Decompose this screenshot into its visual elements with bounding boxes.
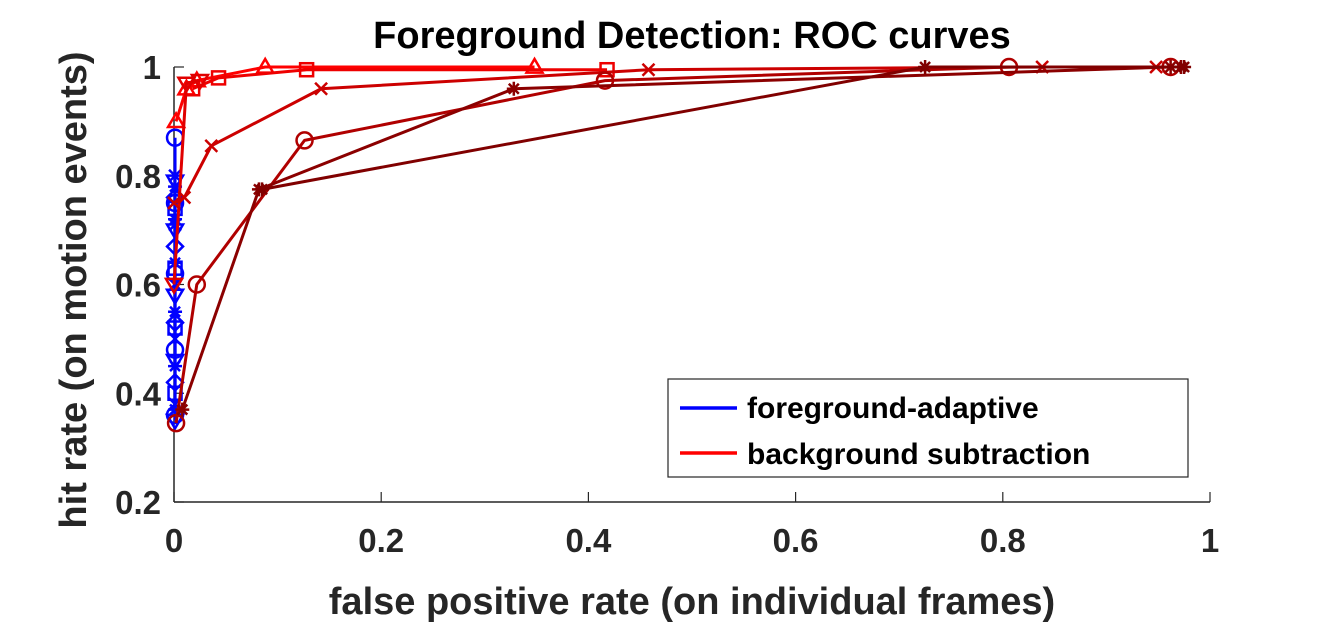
y-tick-label: 0.6 (115, 267, 161, 304)
y-tick-label: 0.4 (115, 375, 162, 412)
data-point (165, 312, 185, 333)
data-point (165, 372, 185, 393)
axis-ticks: 0 0.2 0.4 0.6 0.8 10.20.40.60.81 (115, 49, 1219, 559)
data-point (204, 138, 219, 153)
x-tick-label: 0.4 (565, 522, 612, 559)
legend-label-background-subtraction: background subtraction (747, 438, 1090, 471)
series-line (192, 68, 608, 91)
x-tick-label: 0 (165, 522, 183, 559)
y-tick-label: 1 (143, 49, 161, 86)
data-point (506, 81, 521, 96)
data-point (641, 62, 656, 77)
series-background-subtraction-asterisk (255, 60, 1192, 197)
data-point (524, 56, 545, 74)
y-axis-label: hit rate (on motion events) (53, 51, 95, 528)
data-point (599, 61, 615, 78)
y-tick-label: 0.8 (115, 158, 161, 195)
data-point (177, 190, 192, 205)
data-point (1177, 60, 1192, 74)
data-point (163, 277, 185, 295)
data-point (314, 81, 328, 96)
data-point (167, 196, 181, 210)
data-point (255, 182, 270, 197)
series-background-subtraction-triangle-down (163, 73, 211, 295)
y-tick-label: 0.2 (115, 484, 161, 521)
series-line (174, 65, 535, 122)
data-point (918, 60, 933, 74)
data-point (175, 402, 190, 417)
legend-label-foreground-adaptive: foreground-adaptive (747, 392, 1039, 425)
x-tick-label: 1 (1201, 522, 1219, 559)
legend-box (667, 378, 1189, 478)
data-point (295, 131, 314, 150)
data-point (165, 110, 187, 129)
chart-title: Foreground Detection: ROC curves (373, 15, 1011, 57)
data-point (189, 73, 211, 92)
x-tick-label: 0.6 (773, 522, 819, 559)
data-point (210, 70, 227, 86)
data-point (187, 275, 207, 294)
data-point (298, 61, 315, 78)
series-layer (163, 56, 1192, 433)
data-point (166, 413, 186, 433)
x-tick-label: 0.8 (980, 522, 1026, 559)
x-axis-label: false positive rate (on individual frame… (329, 581, 1055, 623)
legend: foreground-adaptive background subtracti… (667, 378, 1189, 478)
series-line (174, 65, 1171, 424)
series-background-subtraction-asterisk (175, 60, 1188, 417)
series-line (180, 65, 1181, 411)
data-point (595, 71, 615, 90)
data-point (176, 76, 197, 94)
x-tick-label: 0.2 (358, 522, 404, 559)
